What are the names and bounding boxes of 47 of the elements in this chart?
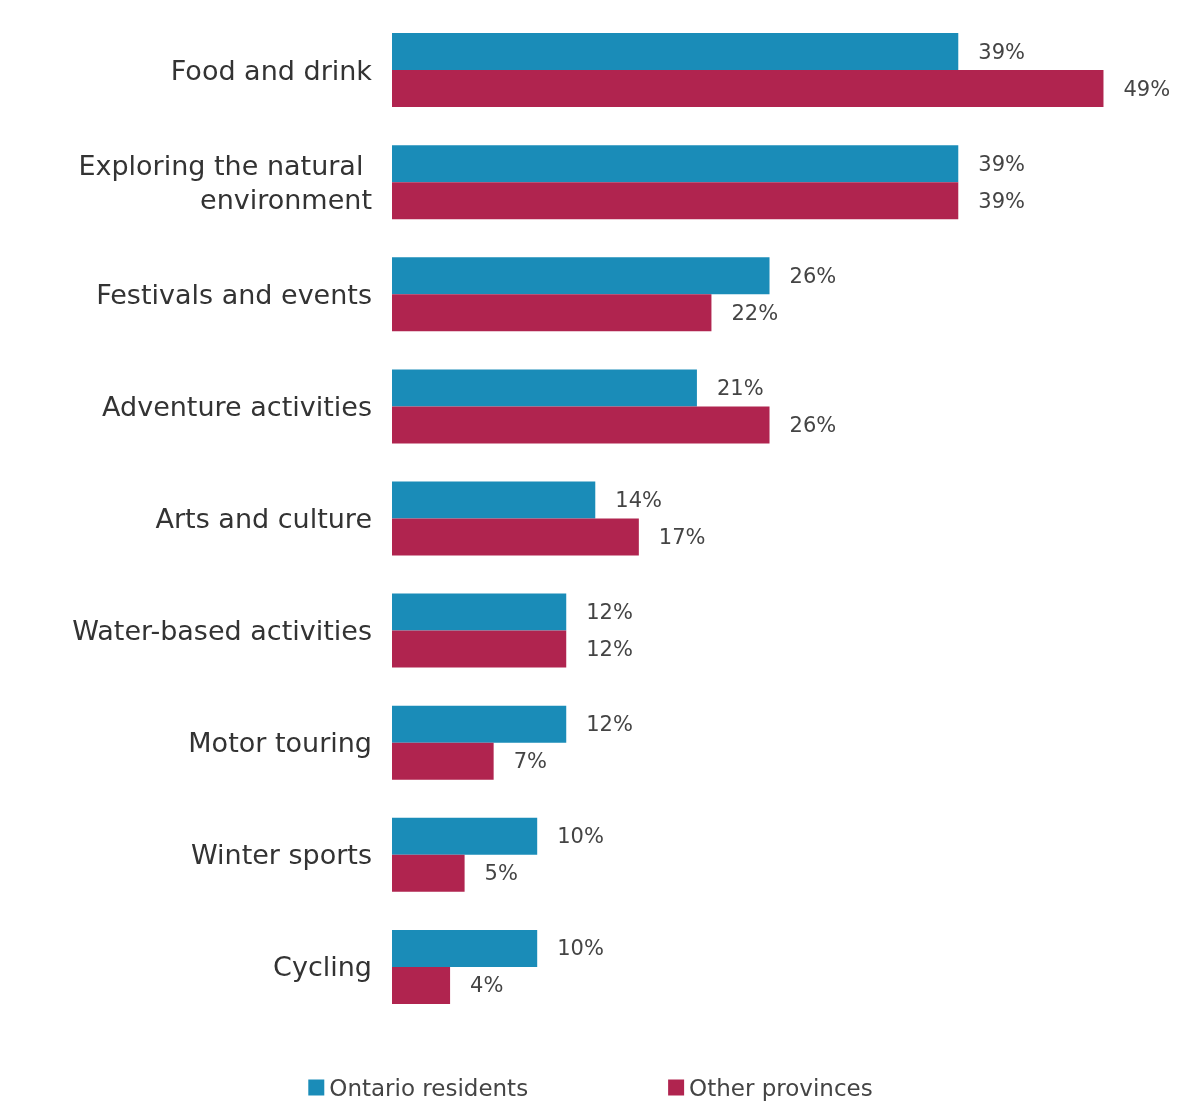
bar (392, 145, 959, 183)
bar (392, 742, 494, 780)
bar (392, 70, 1104, 108)
data-label: 49% (1123, 76, 1171, 101)
bar (392, 33, 959, 71)
bar (392, 705, 567, 743)
y-tick-label: Water-based activities (72, 615, 372, 647)
legend-label: Ontario residents (329, 1074, 529, 1101)
y-tick-label: Adventure activities (102, 390, 372, 422)
bar (392, 854, 465, 892)
bar (392, 406, 770, 444)
data-label: 26% (789, 263, 837, 288)
legend-label: Other provinces (689, 1074, 873, 1101)
data-label: 17% (658, 525, 706, 549)
data-label: 39% (978, 151, 1025, 176)
bar (392, 294, 712, 332)
bar (392, 817, 538, 855)
y-tick-label: Motor touring (188, 727, 372, 759)
y-tick-label: Food and drink (170, 54, 373, 86)
bar (392, 966, 451, 1004)
data-label: 39% (978, 39, 1025, 64)
data-label: 10% (557, 824, 604, 849)
bar (392, 257, 770, 295)
data-label: 7% (513, 749, 547, 774)
bar (392, 182, 959, 220)
y-tick-label: Winter sports (190, 839, 372, 871)
bar (392, 481, 596, 519)
data-label: 5% (484, 861, 518, 886)
data-label: 21% (716, 375, 764, 400)
data-label: 22% (731, 300, 779, 325)
y-tick-label: Exploring the natural environment (78, 149, 372, 215)
data-label: 12% (586, 637, 633, 662)
bar (392, 929, 538, 967)
y-tick-label: Cycling (273, 951, 372, 983)
bar (392, 518, 639, 556)
y-tick-label: Festivals and events (96, 278, 372, 310)
bar (392, 630, 567, 668)
data-label: 39% (978, 188, 1025, 213)
data-label: 12% (586, 600, 633, 625)
data-label: 10% (557, 936, 604, 961)
bar (392, 593, 567, 631)
data-label: 26% (789, 412, 837, 437)
bar (392, 369, 697, 407)
data-label: 4% (470, 973, 504, 998)
y-tick-label: Arts and culture (155, 503, 372, 534)
data-label: 14% (615, 488, 662, 512)
data-label: 12% (586, 712, 633, 737)
